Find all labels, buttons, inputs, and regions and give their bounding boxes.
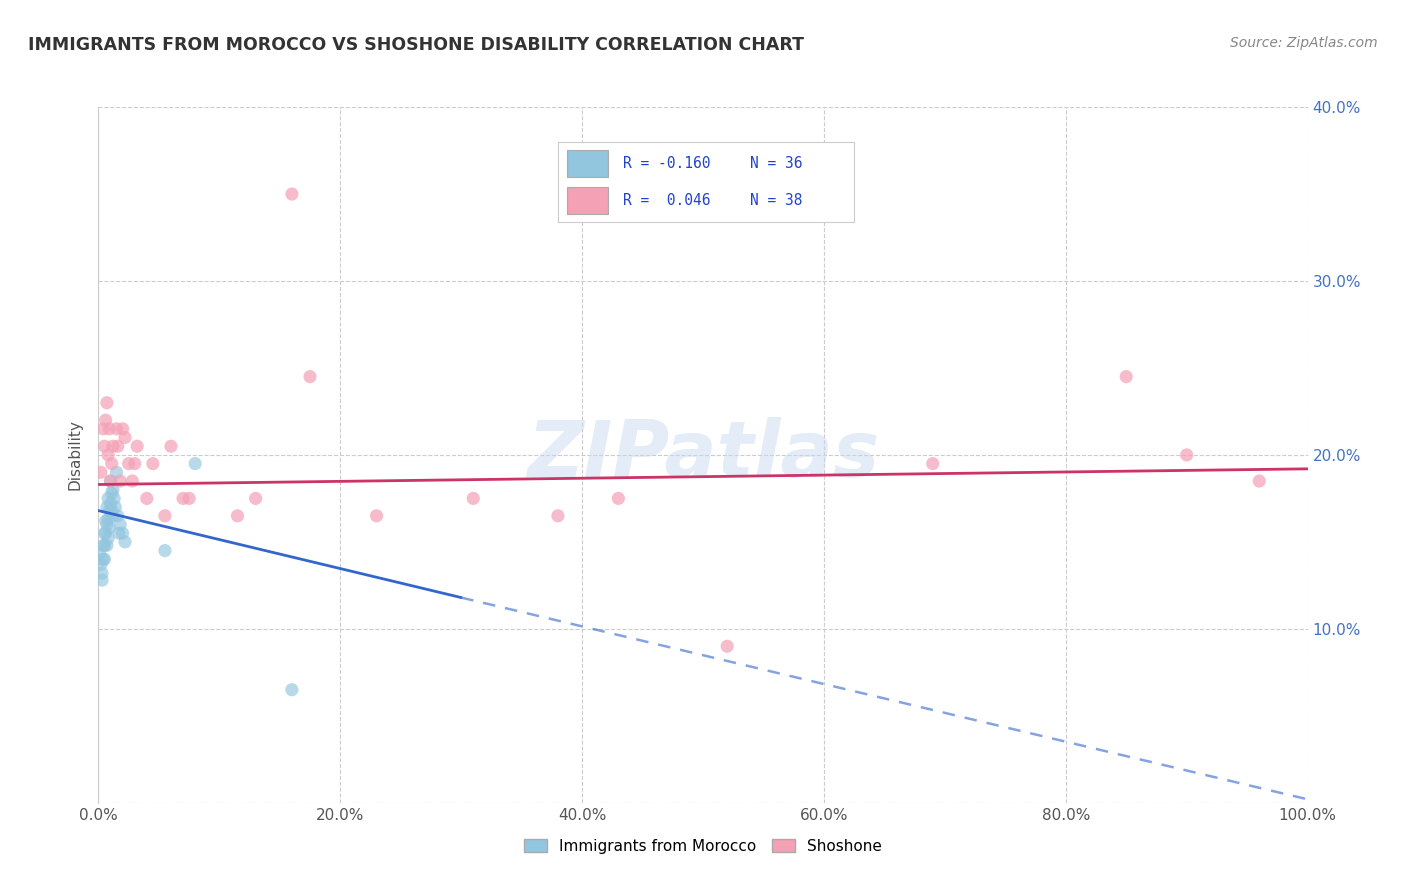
- Point: [94, 514, 117, 528]
- Point: [96, 517, 118, 532]
- Point: [179, 491, 201, 506]
- Point: [97, 532, 120, 546]
- Point: [107, 439, 129, 453]
- Point: [281, 187, 304, 202]
- Point: [366, 508, 388, 523]
- Point: [97, 491, 120, 506]
- Point: [91, 538, 114, 552]
- Point: [100, 474, 122, 488]
- Point: [105, 466, 128, 480]
- Point: [160, 439, 183, 453]
- Point: [90, 466, 112, 480]
- Point: [91, 422, 114, 436]
- Point: [463, 491, 485, 506]
- Point: [107, 508, 129, 523]
- Point: [91, 573, 114, 587]
- Point: [98, 521, 121, 535]
- Text: Source: ZipAtlas.com: Source: ZipAtlas.com: [1230, 36, 1378, 50]
- Point: [121, 474, 143, 488]
- Point: [100, 503, 122, 517]
- Point: [921, 457, 943, 471]
- Point: [100, 497, 122, 511]
- Point: [91, 552, 114, 566]
- Point: [127, 439, 149, 453]
- Text: R = -0.160: R = -0.160: [623, 156, 710, 171]
- Text: IMMIGRANTS FROM MOROCCO VS SHOSHONE DISABILITY CORRELATION CHART: IMMIGRANTS FROM MOROCCO VS SHOSHONE DISA…: [28, 36, 804, 54]
- Point: [89, 547, 111, 561]
- Point: [716, 639, 738, 653]
- Point: [91, 566, 114, 581]
- Point: [172, 491, 194, 506]
- Point: [153, 543, 176, 558]
- Point: [96, 395, 118, 409]
- Point: [104, 500, 127, 514]
- Point: [93, 526, 115, 541]
- Text: N = 36: N = 36: [751, 156, 803, 171]
- Text: N = 38: N = 38: [751, 193, 803, 208]
- Point: [100, 457, 122, 471]
- Point: [93, 538, 115, 552]
- Point: [97, 512, 120, 526]
- Point: [135, 491, 157, 506]
- Point: [94, 413, 117, 427]
- Point: [111, 422, 134, 436]
- Point: [97, 448, 120, 462]
- Point: [98, 422, 121, 436]
- Point: [142, 457, 165, 471]
- Point: [108, 474, 131, 488]
- Point: [101, 439, 124, 453]
- Point: [108, 526, 131, 541]
- Point: [90, 558, 112, 572]
- Point: [101, 483, 124, 497]
- Text: R =  0.046: R = 0.046: [623, 193, 710, 208]
- Point: [114, 534, 136, 549]
- Point: [105, 422, 128, 436]
- Point: [124, 457, 146, 471]
- Point: [1115, 369, 1137, 384]
- Y-axis label: Disability: Disability: [67, 419, 83, 491]
- Point: [100, 486, 122, 500]
- Point: [1175, 448, 1198, 462]
- Point: [299, 369, 322, 384]
- Point: [153, 508, 176, 523]
- Point: [226, 508, 249, 523]
- Point: [103, 491, 125, 506]
- Point: [108, 517, 131, 532]
- Point: [101, 508, 124, 523]
- Point: [1249, 474, 1271, 488]
- Point: [111, 526, 134, 541]
- Point: [93, 552, 115, 566]
- Point: [100, 474, 122, 488]
- Legend: Immigrants from Morocco, Shoshone: Immigrants from Morocco, Shoshone: [516, 831, 890, 862]
- Point: [184, 457, 207, 471]
- Point: [281, 682, 304, 697]
- FancyBboxPatch shape: [567, 150, 609, 177]
- Point: [98, 503, 121, 517]
- Point: [245, 491, 267, 506]
- Text: ZIPatlas: ZIPatlas: [527, 417, 879, 493]
- Point: [607, 491, 630, 506]
- Point: [118, 457, 141, 471]
- Point: [114, 430, 136, 444]
- Point: [547, 508, 569, 523]
- Point: [96, 500, 118, 514]
- FancyBboxPatch shape: [567, 186, 609, 214]
- Point: [93, 439, 115, 453]
- Point: [96, 538, 118, 552]
- Point: [94, 526, 117, 541]
